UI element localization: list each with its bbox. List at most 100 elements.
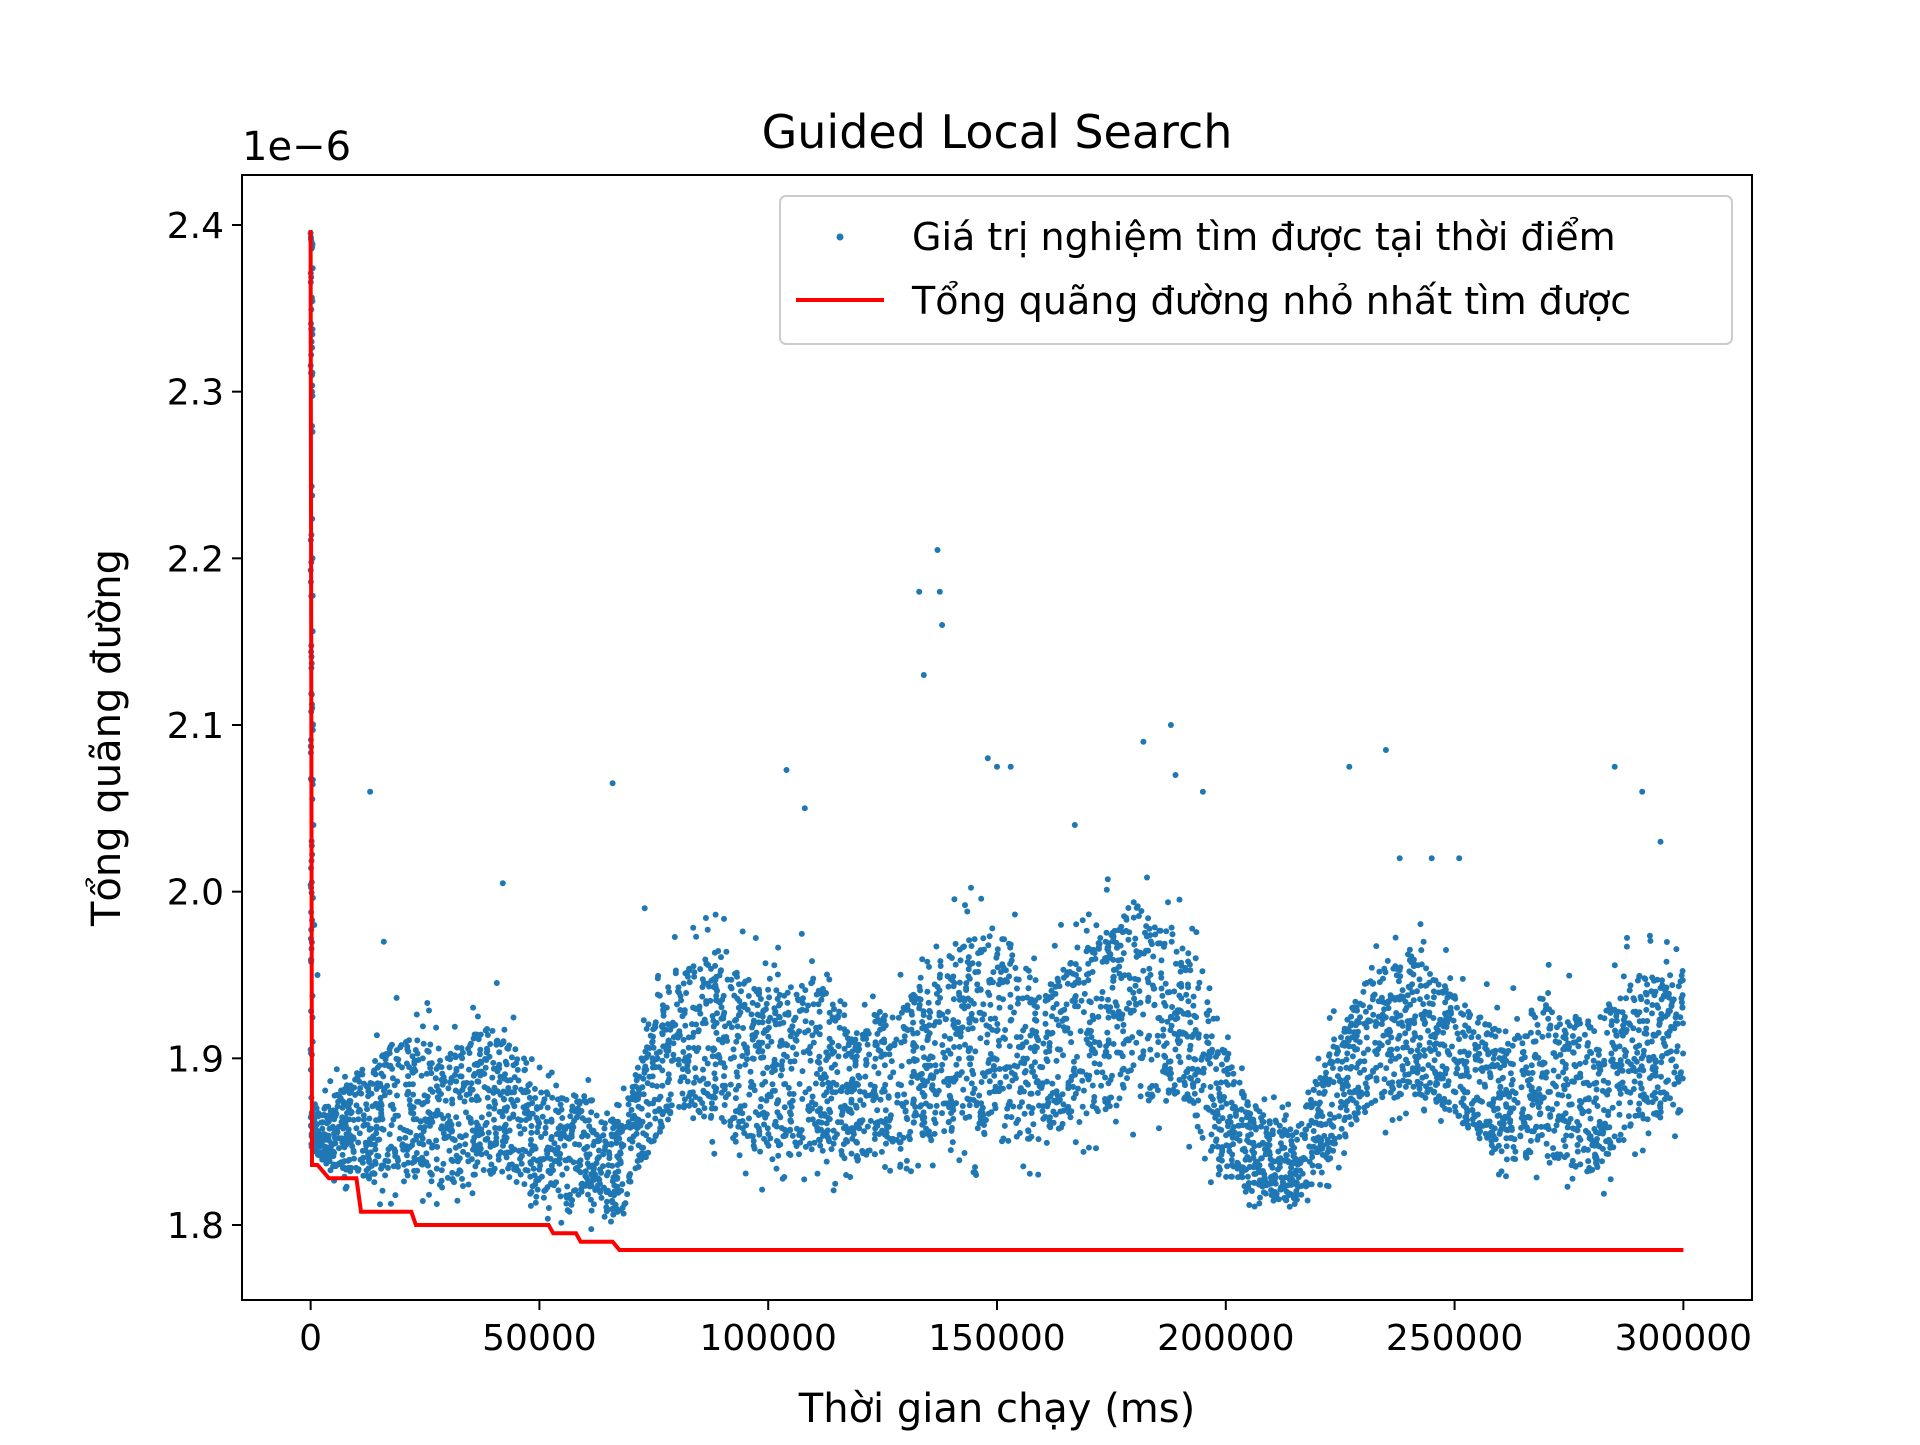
scatter-point xyxy=(554,1131,561,1137)
scatter-point xyxy=(612,1201,619,1208)
scatter-point xyxy=(766,1093,773,1100)
scatter-point xyxy=(1131,941,1138,948)
scatter-point xyxy=(374,1152,381,1159)
scatter-point xyxy=(1593,1095,1599,1102)
scatter-point xyxy=(1159,992,1166,999)
scatter-point xyxy=(1224,1034,1231,1041)
scatter-point xyxy=(1503,1135,1510,1142)
scatter-point xyxy=(570,1092,577,1099)
scatter-point xyxy=(781,1104,788,1111)
scatter-point xyxy=(956,1157,963,1164)
scatter-point xyxy=(908,1168,914,1175)
scatter-point xyxy=(704,926,711,933)
scatter-point xyxy=(1102,955,1109,962)
scatter-point xyxy=(944,973,951,980)
scatter-point xyxy=(973,1102,980,1109)
scatter-point xyxy=(427,1065,434,1071)
scatter-point xyxy=(1635,1027,1642,1034)
scatter-point xyxy=(1250,1150,1257,1157)
scatter-point xyxy=(461,1098,468,1105)
scatter-point xyxy=(840,1125,847,1132)
scatter-point xyxy=(1417,982,1424,989)
scatter-point xyxy=(1135,913,1142,919)
scatter-point xyxy=(924,1078,931,1085)
scatter-point xyxy=(420,1141,427,1148)
scatter-point xyxy=(1196,979,1203,986)
scatter-point xyxy=(542,1124,549,1131)
scatter-point xyxy=(1569,1078,1575,1085)
scatter-point xyxy=(405,1048,412,1055)
scatter-point xyxy=(810,975,817,982)
scatter-point xyxy=(1152,1083,1159,1089)
scatter-point xyxy=(604,1198,610,1205)
scatter-point xyxy=(1171,988,1178,995)
scatter-point xyxy=(901,1038,908,1045)
scatter-point xyxy=(1187,967,1194,974)
scatter-point xyxy=(600,1151,607,1158)
scatter-point xyxy=(1545,990,1552,996)
scatter-point xyxy=(1466,1014,1473,1021)
scatter-point xyxy=(732,1095,739,1102)
scatter-point xyxy=(1213,1066,1220,1073)
scatter-point xyxy=(773,1165,780,1172)
scatter-point xyxy=(742,1170,749,1177)
scatter-point xyxy=(386,1131,393,1138)
scatter-point xyxy=(877,1096,884,1103)
scatter-point xyxy=(1231,1103,1238,1110)
scatter-point xyxy=(1654,1084,1661,1091)
scatter-point xyxy=(332,1107,339,1114)
scatter-point xyxy=(1657,1089,1664,1096)
scatter-point xyxy=(832,1061,838,1068)
scatter-point xyxy=(990,969,997,976)
scatter-point xyxy=(372,1158,379,1165)
scatter-point xyxy=(488,1167,495,1174)
scatter-point xyxy=(582,1173,589,1179)
scatter-point xyxy=(1585,1108,1592,1115)
scatter-point xyxy=(523,1059,530,1066)
scatter-point xyxy=(1463,1058,1470,1065)
scatter-point xyxy=(789,1044,796,1051)
scatter-point xyxy=(427,1041,434,1048)
scatter-point xyxy=(650,1044,657,1051)
scatter-point xyxy=(370,1069,377,1076)
scatter-point xyxy=(427,1122,433,1129)
scatter-point xyxy=(491,1116,497,1123)
scatter-point xyxy=(333,1128,340,1135)
scatter-point xyxy=(1344,1050,1351,1057)
scatter-point xyxy=(1017,1089,1023,1096)
scatter-point xyxy=(918,1070,925,1077)
scatter-point xyxy=(1309,1162,1316,1169)
scatter-point xyxy=(1349,1053,1356,1060)
scatter-point xyxy=(718,1115,725,1121)
scatter-point xyxy=(789,1029,796,1035)
scatter-point xyxy=(1087,999,1094,1006)
scatter-point xyxy=(517,1130,524,1137)
scatter-point xyxy=(1079,917,1086,924)
scatter-point xyxy=(521,1181,528,1188)
scatter-point xyxy=(869,993,876,1000)
scatter-point xyxy=(1151,924,1158,931)
scatter-point xyxy=(598,1194,605,1201)
scatter-point xyxy=(1147,971,1154,978)
scatter-point xyxy=(1322,1074,1329,1081)
scatter-point xyxy=(1331,1036,1338,1043)
scatter-point xyxy=(735,1004,742,1011)
scatter-point xyxy=(691,1102,698,1109)
scatter-point xyxy=(1631,1055,1638,1062)
scatter-point xyxy=(1635,1106,1642,1113)
scatter-point xyxy=(1564,1081,1571,1088)
scatter-point xyxy=(744,1006,751,1013)
scatter-point xyxy=(422,1116,429,1123)
scatter-point xyxy=(539,1113,546,1120)
scatter-point xyxy=(1534,1100,1541,1107)
scatter-point xyxy=(1050,1119,1057,1126)
scatter-point xyxy=(1337,1065,1344,1072)
scatter-point xyxy=(757,1103,764,1110)
scatter-point xyxy=(387,1200,394,1207)
scatter-point xyxy=(1089,969,1096,975)
scatter-point xyxy=(781,1081,788,1088)
scatter-point xyxy=(514,1066,521,1073)
scatter-point xyxy=(1239,1174,1246,1181)
scatter-point xyxy=(348,1109,355,1115)
scatter-point xyxy=(411,1167,418,1174)
